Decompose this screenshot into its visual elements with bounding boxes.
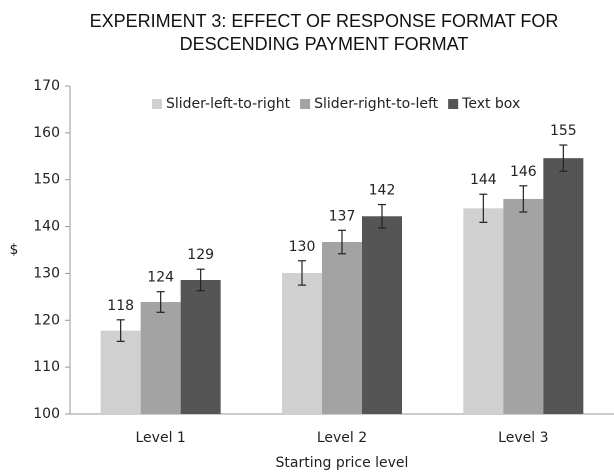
error-bar: [156, 291, 165, 313]
error-bar: [298, 260, 306, 286]
error-bar: [378, 203, 386, 229]
y-tick-label: 110: [33, 359, 60, 375]
y-axis-label: $: [10, 242, 19, 258]
error-bar: [196, 268, 205, 292]
error-bar: [519, 185, 528, 213]
error-bar: [479, 193, 488, 223]
data-label: 144: [470, 172, 497, 188]
data-label: 130: [289, 239, 316, 255]
legend-swatch: [152, 99, 162, 109]
data-label: 118: [107, 298, 134, 314]
bar: [463, 208, 504, 414]
bar: [140, 302, 181, 414]
y-tick-label: 120: [33, 312, 60, 328]
x-tick-label: Level 3: [498, 430, 548, 446]
bar: [180, 279, 221, 414]
legend-label: Slider-right-to-left: [314, 96, 439, 112]
legend-swatch: [448, 99, 459, 109]
legend-label: Slider-left-to-right: [166, 96, 291, 112]
y-tick-label: 170: [33, 78, 60, 94]
error-bar: [338, 229, 346, 255]
bar: [322, 242, 362, 414]
bar: [362, 216, 402, 414]
x-tick-label: Level 1: [136, 430, 186, 446]
error-bar: [559, 144, 568, 172]
data-label: 129: [187, 247, 214, 263]
data-label: 155: [550, 123, 577, 139]
chart-title: EXPERIMENT 3: EFFECT OF RESPONSE FORMAT …: [90, 11, 559, 31]
error-bar: [116, 319, 125, 342]
chart-title: DESCENDING PAYMENT FORMAT: [180, 34, 469, 54]
data-label: 146: [510, 164, 537, 180]
x-axis-label: Starting price level: [276, 455, 409, 471]
y-tick-label: 140: [33, 219, 60, 235]
bar: [503, 198, 544, 414]
y-tick-label: 150: [33, 172, 60, 188]
x-tick-label: Level 2: [317, 430, 367, 446]
bar: [100, 330, 141, 414]
legend-swatch: [300, 99, 311, 109]
bar: [282, 272, 322, 414]
y-tick-label: 160: [33, 125, 60, 141]
data-label: 142: [369, 183, 396, 199]
y-tick-label: 130: [33, 265, 60, 281]
data-label: 124: [147, 270, 174, 286]
bar: [543, 158, 584, 414]
y-tick-label: 100: [33, 406, 60, 422]
legend-label: Text box: [461, 96, 520, 112]
data-label: 137: [329, 208, 356, 224]
